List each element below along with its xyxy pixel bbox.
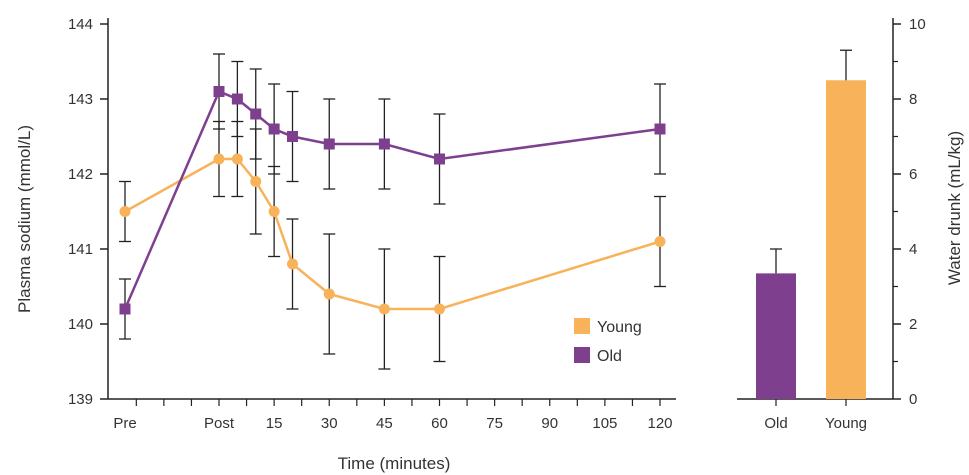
line-x-tick-label: 105 <box>592 415 617 432</box>
line-x-tick-label: 45 <box>376 415 393 432</box>
line-y-tick-label: 140 <box>68 316 93 333</box>
bar-y-tick-label: 10 <box>909 16 926 33</box>
legend-swatch-young <box>574 318 590 334</box>
line-y-tick-label: 141 <box>68 241 93 258</box>
data-point-young <box>287 258 298 270</box>
bar-y-tick-label: 8 <box>909 91 917 108</box>
line-x-tick-label: 75 <box>486 415 503 432</box>
bar-y-tick-label: 4 <box>909 241 917 258</box>
line-chart-x-axis-title: Time (minutes) <box>338 454 451 473</box>
data-point-young <box>434 303 445 315</box>
data-point-young <box>378 303 390 315</box>
data-point-old <box>119 303 131 315</box>
line-y-tick-label: 144 <box>68 16 93 33</box>
data-point-old <box>323 138 335 150</box>
legend-label-old: Old <box>597 348 622 365</box>
line-x-tick-label: Pre <box>113 415 136 432</box>
line-y-tick-label: 143 <box>68 91 93 108</box>
bar-y-tick-label: 2 <box>909 316 917 333</box>
line-x-tick-label: 120 <box>647 415 672 432</box>
line-x-tick-label: 30 <box>321 415 338 432</box>
line-x-tick-label: 15 <box>266 415 283 432</box>
data-point-young <box>268 206 280 217</box>
data-point-young <box>213 153 225 165</box>
data-point-old <box>231 93 243 105</box>
bar-chart-bars: Old Young <box>756 49 867 432</box>
bar-chart-y-ticks: 0 2 4 6 8 10 <box>893 16 926 408</box>
bar-y-tick-label: 0 <box>909 391 917 408</box>
legend-swatch-old <box>574 347 590 363</box>
bar-young <box>826 80 866 399</box>
series-line-old <box>123 89 661 310</box>
legend-label-young: Young <box>597 319 642 336</box>
line-x-tick-label: Post <box>204 415 235 432</box>
line-x-tick-label: 60 <box>431 415 448 432</box>
data-point-old <box>434 153 445 165</box>
line-y-tick-label: 142 <box>68 166 93 183</box>
bar-y-tick-label: 6 <box>909 166 917 183</box>
series-line-young <box>124 157 661 311</box>
data-point-young <box>231 153 243 165</box>
line-chart-y-ticks: 139 140 141 142 143 144 <box>68 16 108 408</box>
data-point-young <box>654 236 666 247</box>
data-point-old <box>654 123 666 135</box>
line-y-tick-label: 139 <box>68 391 93 408</box>
data-point-old <box>213 86 225 97</box>
data-point-old <box>268 123 280 135</box>
data-point-old <box>378 138 390 150</box>
line-chart-x-ticks: Pre Post 15 30 45 60 75 90 105 120 <box>113 399 673 432</box>
chart-legend: Young Old <box>574 318 642 365</box>
data-point-young <box>323 288 335 300</box>
line-chart-series <box>119 53 666 370</box>
bar-category-label: Young <box>825 415 867 432</box>
bar-old <box>756 273 796 399</box>
data-point-young <box>119 206 131 217</box>
data-point-old <box>287 131 298 142</box>
data-point-old <box>250 108 262 120</box>
data-point-young <box>250 176 262 187</box>
line-chart-y-axis-title: Plasma sodium (mmol/L) <box>15 125 34 313</box>
bar-chart-y-axis-title: Water drunk (mL/kg) <box>945 131 964 285</box>
line-x-tick-label: 90 <box>541 415 558 432</box>
bar-category-label: Old <box>764 415 787 432</box>
